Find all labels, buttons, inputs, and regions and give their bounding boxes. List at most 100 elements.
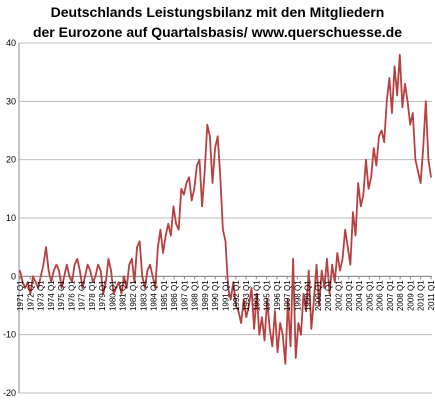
plot-series bbox=[19, 53, 432, 365]
data-point bbox=[375, 164, 377, 167]
data-point bbox=[118, 281, 120, 283]
data-point bbox=[310, 328, 312, 330]
x-tick-label: 2001 Q1 bbox=[324, 280, 333, 311]
data-point bbox=[261, 316, 263, 318]
y-tick-label: 30 bbox=[6, 96, 16, 106]
data-point bbox=[55, 264, 58, 266]
data-point bbox=[360, 205, 362, 207]
data-point bbox=[214, 147, 216, 149]
data-point bbox=[126, 287, 128, 289]
data-point bbox=[347, 246, 349, 248]
data-point bbox=[188, 176, 190, 178]
data-point bbox=[154, 287, 156, 289]
data-point bbox=[370, 176, 372, 178]
x-tick-label: 1982 Q1 bbox=[129, 280, 138, 311]
data-point bbox=[50, 281, 52, 283]
x-tick-label: 1998 Q1 bbox=[293, 280, 302, 311]
data-point bbox=[61, 287, 63, 289]
data-point bbox=[292, 258, 294, 260]
data-point bbox=[321, 269, 323, 272]
data-point bbox=[352, 211, 354, 213]
x-tick-label: 1990 Q1 bbox=[211, 280, 220, 311]
data-point bbox=[326, 258, 328, 260]
data-point bbox=[282, 334, 284, 336]
x-tick-label: 2007 Q1 bbox=[386, 280, 395, 311]
data-point bbox=[196, 164, 198, 167]
data-point bbox=[24, 287, 26, 289]
data-point bbox=[66, 264, 68, 266]
data-point bbox=[235, 304, 237, 307]
x-tick-label: 1988 Q1 bbox=[191, 280, 200, 311]
data-point bbox=[149, 264, 151, 266]
data-point bbox=[425, 100, 427, 102]
data-point bbox=[105, 281, 107, 283]
data-point bbox=[219, 176, 221, 178]
data-point bbox=[29, 293, 32, 295]
x-tick-label: 1981 Q1 bbox=[119, 280, 128, 311]
x-tick-label: 1996 Q1 bbox=[273, 280, 282, 311]
data-point bbox=[391, 112, 393, 114]
x-tick-label: 1985 Q1 bbox=[160, 280, 169, 311]
data-point bbox=[152, 275, 154, 277]
x-tick-label: 1971 Q1 bbox=[16, 280, 25, 311]
data-point bbox=[263, 339, 266, 342]
data-point bbox=[240, 322, 242, 324]
x-tick-label: 1995 Q1 bbox=[263, 280, 272, 311]
data-point bbox=[250, 287, 253, 289]
x-tick-label: 1973 Q1 bbox=[37, 280, 46, 311]
data-point bbox=[419, 182, 422, 184]
data-point bbox=[315, 264, 318, 266]
x-tick-label: 1994 Q1 bbox=[252, 280, 261, 311]
data-point bbox=[430, 176, 432, 178]
data-point bbox=[318, 304, 320, 307]
x-tick-label: 2006 Q1 bbox=[376, 280, 385, 311]
data-point bbox=[266, 299, 268, 301]
data-point bbox=[180, 188, 182, 190]
data-point bbox=[289, 345, 292, 347]
x-tick-label: 1980 Q1 bbox=[108, 280, 117, 311]
data-point bbox=[271, 345, 273, 347]
x-tick-label: 1992 Q1 bbox=[232, 280, 241, 311]
data-point bbox=[165, 234, 167, 237]
y-tick-label: -10 bbox=[3, 330, 16, 340]
data-point bbox=[388, 77, 390, 79]
data-point bbox=[339, 269, 341, 272]
data-point bbox=[341, 258, 344, 260]
data-point bbox=[232, 281, 234, 283]
x-tick-label: 2008 Q1 bbox=[396, 280, 405, 311]
data-point bbox=[185, 182, 188, 184]
data-point bbox=[139, 240, 141, 242]
data-point bbox=[63, 275, 65, 277]
data-point bbox=[175, 223, 177, 225]
data-point bbox=[76, 258, 78, 260]
data-point bbox=[349, 264, 351, 266]
data-point bbox=[97, 264, 99, 266]
data-point bbox=[128, 264, 130, 266]
x-tick-label: 2000 Q1 bbox=[314, 280, 323, 311]
data-point bbox=[178, 229, 180, 231]
data-point bbox=[209, 135, 211, 137]
data-point bbox=[100, 269, 102, 272]
data-point bbox=[328, 293, 331, 295]
data-point bbox=[284, 363, 286, 365]
x-tick-label: 2011 Q1 bbox=[427, 280, 435, 311]
data-point bbox=[120, 293, 123, 295]
x-tick-label: 1986 Q1 bbox=[170, 280, 179, 311]
data-point bbox=[305, 310, 307, 312]
data-point bbox=[336, 252, 338, 254]
data-point bbox=[133, 281, 136, 283]
data-point bbox=[146, 269, 149, 272]
data-point bbox=[256, 293, 258, 295]
data-point bbox=[84, 275, 86, 277]
chart-title: Deutschlands Leistungsbilanz mit den Mit… bbox=[50, 4, 385, 20]
x-tick-label: 1983 Q1 bbox=[139, 280, 148, 311]
data-point bbox=[224, 240, 227, 242]
y-tick-label: 20 bbox=[6, 155, 16, 165]
chart-subtitle: der Eurozone auf Quartalsbasis/ www.quer… bbox=[32, 24, 403, 40]
data-point bbox=[243, 299, 245, 301]
data-point bbox=[172, 205, 175, 207]
data-point bbox=[222, 229, 224, 231]
data-point bbox=[300, 334, 302, 336]
x-tick-label: 2009 Q1 bbox=[406, 280, 415, 311]
